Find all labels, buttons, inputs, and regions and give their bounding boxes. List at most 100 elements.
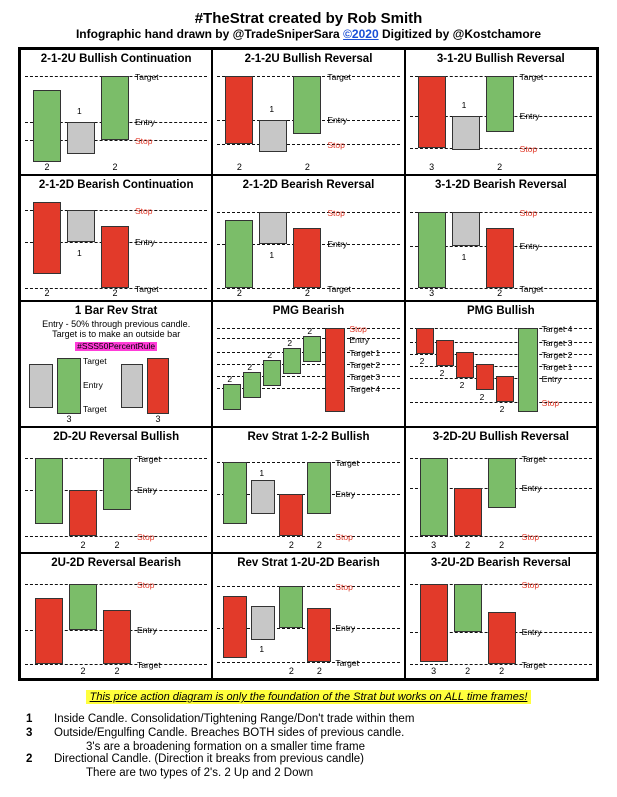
canvas-label: Target 3 bbox=[542, 338, 573, 348]
candle-bar bbox=[29, 364, 53, 408]
canvas-label: Stop bbox=[522, 580, 540, 590]
canvas-label: 2 bbox=[460, 380, 465, 390]
candle-bar bbox=[259, 212, 287, 244]
legend: 1Inside Candle. Consolidation/Tightening… bbox=[18, 713, 599, 779]
cell-canvas: Target 4Target 3Target 2Target 1EntrySto… bbox=[410, 324, 592, 422]
legend-text: Directional Candle. (Direction it breaks… bbox=[54, 753, 364, 765]
pattern-cell: 2D-2U Reversal BullishTargetEntryStop22 bbox=[20, 427, 212, 553]
canvas-label: Stop bbox=[327, 208, 345, 218]
canvas-label: Entry bbox=[542, 374, 562, 384]
candle-bar bbox=[67, 122, 95, 154]
legend-number: 1 bbox=[26, 713, 38, 725]
canvas-label: Stop bbox=[520, 144, 538, 154]
cell-title: PMG Bullish bbox=[406, 302, 596, 319]
canvas-label: 2 bbox=[480, 392, 485, 402]
candle-bar bbox=[225, 76, 253, 144]
canvas-label: 2 bbox=[287, 338, 292, 348]
legend-row: 2Directional Candle. (Direction it break… bbox=[26, 753, 591, 765]
candle-bar bbox=[69, 584, 97, 630]
pattern-cell: 2-1-2U Bullish ReversalTargetEntryStop12… bbox=[212, 49, 404, 175]
canvas-label: Target 2 bbox=[542, 350, 573, 360]
canvas-label: Entry bbox=[135, 117, 155, 127]
candle-bar bbox=[293, 228, 321, 288]
bar-number: 3 bbox=[66, 414, 71, 424]
candle-bar bbox=[303, 336, 321, 362]
canvas-label: Stop bbox=[335, 532, 353, 542]
candle-bar bbox=[307, 462, 331, 514]
bar-number: 2 bbox=[237, 162, 242, 172]
candle-bar bbox=[418, 76, 446, 148]
candle-bar bbox=[283, 348, 301, 374]
bar-number: 2 bbox=[80, 540, 85, 550]
subtitle-link: ©2020 bbox=[343, 27, 379, 41]
cell-subtitle: Entry - 50% through previous candle.Targ… bbox=[21, 319, 211, 351]
cell-title: 2-1-2D Bearish Continuation bbox=[21, 176, 211, 193]
candle-bar bbox=[33, 202, 61, 274]
canvas-label: Entry bbox=[327, 239, 347, 249]
cell-canvas: TargetEntryStop122 bbox=[217, 450, 399, 548]
guide-line bbox=[25, 536, 207, 537]
bar-number: 2 bbox=[497, 288, 502, 298]
bar-number: 2 bbox=[465, 540, 470, 550]
candle-bar bbox=[101, 76, 129, 140]
canvas-label: 1 bbox=[462, 100, 467, 110]
cell-title: Rev Strat 1-2-2 Bullish bbox=[213, 428, 403, 445]
canvas-label: 2 bbox=[247, 362, 252, 372]
candle-bar bbox=[436, 340, 454, 366]
canvas-label: Target bbox=[137, 454, 161, 464]
guide-line bbox=[410, 664, 592, 665]
canvas-label: Entry bbox=[135, 237, 155, 247]
pattern-cell: 3-1-2D Bearish Reversal StopEntryTarget13… bbox=[405, 175, 597, 301]
footnote-text: This price action diagram is only the fo… bbox=[86, 690, 532, 704]
candle-bar bbox=[35, 458, 63, 524]
guide-line bbox=[217, 212, 399, 213]
canvas-label: Stop bbox=[522, 532, 540, 542]
canvas-label: 1 bbox=[77, 106, 82, 116]
cell-title: 3-1-2D Bearish Reversal bbox=[406, 176, 596, 193]
canvas-label: Stop bbox=[135, 206, 153, 216]
canvas-label: 2 bbox=[227, 374, 232, 384]
bar-number: 2 bbox=[305, 288, 310, 298]
pattern-cell: 3-2D-2U Bullish ReversalTargetEntryStop3… bbox=[405, 427, 597, 553]
pattern-cell: PMG BearishStopEntryTarget 1Target 2Targ… bbox=[212, 301, 404, 427]
legend-subtext: 3's are a broadening formation on a smal… bbox=[86, 741, 591, 753]
candle-bar bbox=[325, 328, 345, 412]
canvas-label: Target 3 bbox=[349, 372, 380, 382]
cell-title: 2-1-2U Bullish Reversal bbox=[213, 50, 403, 67]
candle-bar bbox=[121, 364, 143, 408]
canvas-label: Stop bbox=[520, 208, 538, 218]
candle-bar bbox=[456, 352, 474, 378]
canvas-label: Target bbox=[137, 660, 161, 670]
candle-bar bbox=[67, 210, 95, 242]
canvas-label: Entry bbox=[83, 380, 103, 390]
canvas-label: Target bbox=[327, 72, 351, 82]
canvas-label: Target bbox=[335, 458, 359, 468]
cell-title: 2-1-2D Bearish Reversal bbox=[213, 176, 403, 193]
candle-bar bbox=[488, 458, 516, 508]
candle-bar bbox=[147, 358, 169, 414]
canvas-label: 1 bbox=[462, 252, 467, 262]
candle-bar bbox=[243, 372, 261, 398]
bar-number: 2 bbox=[289, 540, 294, 550]
cell-canvas: TargetEntryTarget33 bbox=[25, 358, 207, 422]
candle-bar bbox=[57, 358, 81, 414]
cell-canvas: StopEntryTarget132 bbox=[410, 198, 592, 296]
bar-number: 3 bbox=[431, 540, 436, 550]
cell-canvas: StopEntryTarget122 bbox=[217, 576, 399, 674]
candle-bar bbox=[420, 584, 448, 662]
legend-number: 3 bbox=[26, 727, 38, 739]
canvas-label: Target 1 bbox=[542, 362, 573, 372]
canvas-label: Target bbox=[83, 356, 107, 366]
bar-number: 2 bbox=[499, 540, 504, 550]
canvas-label: Stop bbox=[327, 140, 345, 150]
candle-bar bbox=[476, 364, 494, 390]
bar-number: 2 bbox=[289, 666, 294, 676]
canvas-label: Target bbox=[327, 284, 351, 294]
canvas-label: Entry bbox=[522, 627, 542, 637]
canvas-label: Stop bbox=[335, 582, 353, 592]
bar-number: 2 bbox=[499, 666, 504, 676]
cell-title: 3-2D-2U Bullish Reversal bbox=[406, 428, 596, 445]
canvas-label: Entry bbox=[137, 485, 157, 495]
cell-canvas: TargetEntryStop132 bbox=[410, 72, 592, 170]
cell-title: 2D-2U Reversal Bullish bbox=[21, 428, 211, 445]
